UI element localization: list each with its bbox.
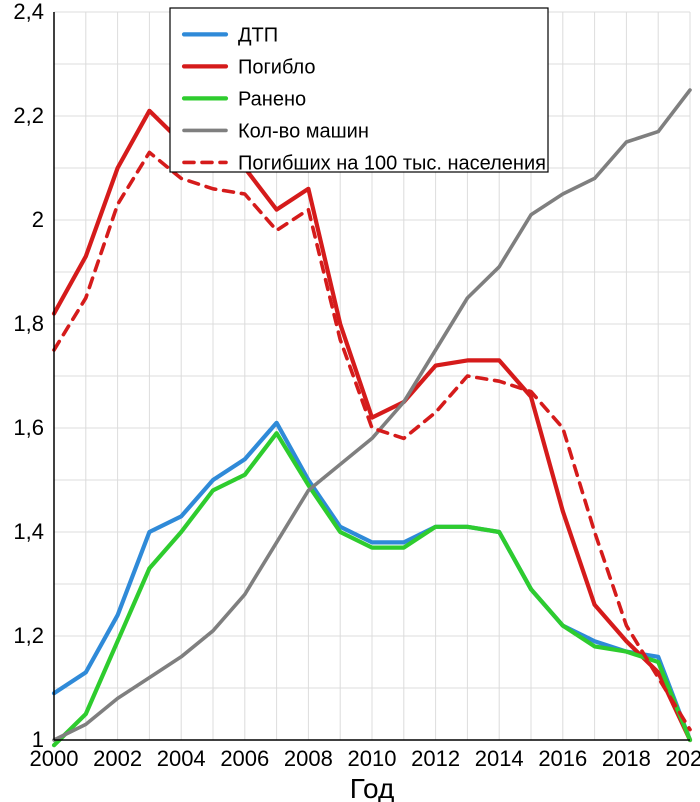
- legend-label: Кол-во машин: [238, 120, 369, 142]
- x-tick-label: 2018: [602, 746, 651, 771]
- x-tick-label: 2006: [220, 746, 269, 771]
- y-tick-label: 1,2: [13, 623, 44, 648]
- x-tick-label: 2004: [157, 746, 206, 771]
- x-tick-label: 2008: [284, 746, 333, 771]
- x-axis-title: Год: [350, 773, 395, 802]
- y-tick-label: 2,4: [13, 0, 44, 24]
- legend-label: Ранено: [238, 88, 306, 110]
- x-tick-label: 2012: [411, 746, 460, 771]
- chart-container: 2000200220042006200820102012201420162018…: [0, 0, 700, 802]
- line-chart: 2000200220042006200820102012201420162018…: [0, 0, 700, 802]
- y-tick-label: 1,6: [13, 415, 44, 440]
- x-tick-label: 2020: [666, 746, 700, 771]
- y-tick-label: 2,2: [13, 103, 44, 128]
- legend-label: ДТП: [238, 24, 278, 46]
- x-tick-label: 2002: [93, 746, 142, 771]
- y-tick-label: 1: [32, 727, 44, 752]
- x-tick-label: 2010: [348, 746, 397, 771]
- x-tick-label: 2016: [538, 746, 587, 771]
- x-tick-label: 2014: [475, 746, 524, 771]
- legend-label: Погибших на 100 тыс. населения: [238, 152, 546, 174]
- y-tick-label: 1,4: [13, 519, 44, 544]
- y-tick-label: 1,8: [13, 311, 44, 336]
- legend: ДТП Погибло Ранено Кол-во машин Погибших на …: [170, 8, 548, 174]
- legend-label: Погибло: [238, 56, 316, 78]
- y-tick-label: 2: [32, 207, 44, 232]
